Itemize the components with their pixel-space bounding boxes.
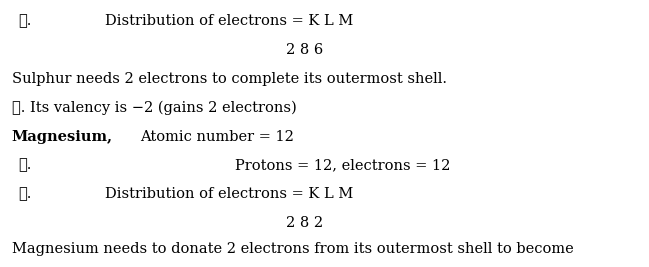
Text: Magnesium,: Magnesium, [12, 129, 112, 144]
Text: Sulphur needs 2 electrons to complete its outermost shell.: Sulphur needs 2 electrons to complete it… [12, 72, 447, 86]
Text: Distribution of electrons = K L M: Distribution of electrons = K L M [105, 187, 353, 201]
Text: ∴.: ∴. [18, 14, 31, 29]
Text: Distribution of electrons = K L M: Distribution of electrons = K L M [105, 14, 353, 29]
Text: Atomic number = 12: Atomic number = 12 [140, 129, 294, 144]
Text: 2 8 6: 2 8 6 [286, 43, 324, 57]
Text: 2 8 2: 2 8 2 [286, 216, 323, 230]
Text: ∴. Its valency is −2 (gains 2 electrons): ∴. Its valency is −2 (gains 2 electrons) [12, 101, 297, 115]
Text: ∴.: ∴. [18, 158, 31, 172]
Text: ∴.: ∴. [18, 187, 31, 201]
Text: Magnesium needs to donate 2 electrons from its outermost shell to become: Magnesium needs to donate 2 electrons fr… [12, 242, 573, 256]
Text: Protons = 12, electrons = 12: Protons = 12, electrons = 12 [236, 158, 451, 172]
